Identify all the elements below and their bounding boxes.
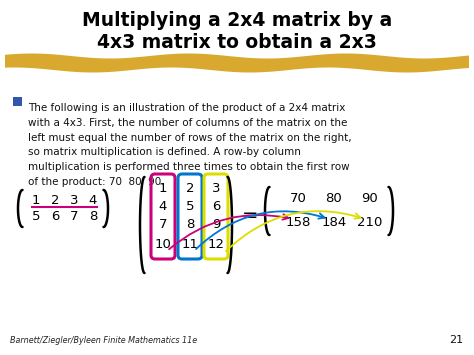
Text: 8: 8: [186, 218, 194, 230]
Text: 2: 2: [51, 193, 59, 207]
Text: so matrix multiplication is defined. A row-by column: so matrix multiplication is defined. A r…: [28, 147, 301, 157]
Text: of the product: 70  80  90.: of the product: 70 80 90.: [28, 177, 164, 187]
Text: The following is an illustration of the product of a 2x4 matrix: The following is an illustration of the …: [28, 103, 346, 113]
Text: 1: 1: [159, 181, 167, 195]
Polygon shape: [5, 54, 469, 72]
Text: 11: 11: [182, 239, 199, 251]
Text: 5: 5: [32, 211, 40, 224]
Text: 7: 7: [159, 218, 167, 230]
Text: 158: 158: [285, 217, 310, 229]
Text: 6: 6: [51, 211, 59, 224]
Text: 6: 6: [212, 200, 220, 213]
Text: multiplication is performed three times to obtain the first row: multiplication is performed three times …: [28, 162, 350, 172]
Text: 184: 184: [321, 217, 346, 229]
Text: 4: 4: [159, 200, 167, 213]
Text: with a 4x3. First, the number of columns of the matrix on the: with a 4x3. First, the number of columns…: [28, 118, 347, 128]
Text: 1: 1: [32, 193, 40, 207]
Text: 2: 2: [186, 181, 194, 195]
Text: 7: 7: [70, 211, 78, 224]
Text: left must equal the number of rows of the matrix on the right,: left must equal the number of rows of th…: [28, 133, 352, 143]
Text: 4: 4: [89, 193, 97, 207]
Text: =: =: [242, 206, 258, 224]
Text: 80: 80: [326, 191, 342, 204]
Text: 3: 3: [70, 193, 78, 207]
Bar: [13, 97, 22, 106]
Text: 90: 90: [362, 191, 378, 204]
Text: 9: 9: [212, 218, 220, 230]
Text: 10: 10: [155, 239, 172, 251]
Text: 70: 70: [290, 191, 306, 204]
Text: 210: 210: [357, 217, 383, 229]
Text: 8: 8: [89, 211, 97, 224]
Text: 21: 21: [449, 335, 463, 345]
Text: 3: 3: [212, 181, 220, 195]
Text: 12: 12: [208, 239, 225, 251]
Text: Barnett/Ziegler/Byleen Finite Mathematics 11e: Barnett/Ziegler/Byleen Finite Mathematic…: [10, 336, 197, 345]
Text: 4x3 matrix to obtain a 2x3: 4x3 matrix to obtain a 2x3: [97, 33, 377, 53]
Text: 5: 5: [186, 200, 194, 213]
Text: Multiplying a 2x4 matrix by a: Multiplying a 2x4 matrix by a: [82, 11, 392, 29]
